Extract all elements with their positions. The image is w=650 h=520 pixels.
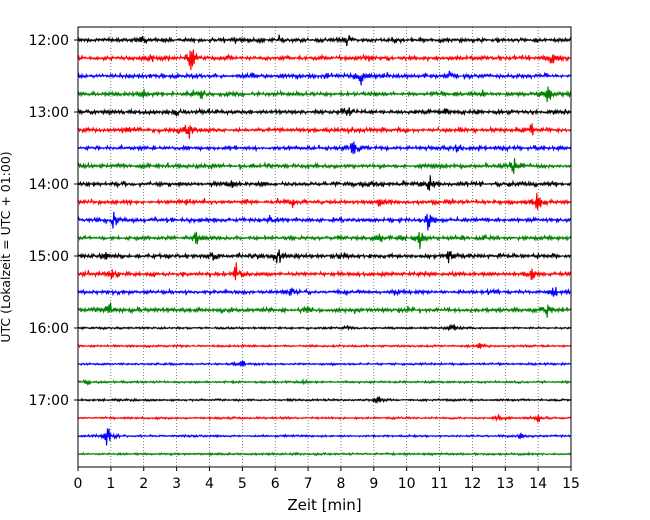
x-axis-ticks: 0 1 2 3 4 5 6 7 8 9 10 11 12 13 14 15: [74, 467, 580, 492]
trace-13:45: [77, 157, 572, 174]
trace-14:30: [77, 211, 572, 231]
x-tick-label: 10: [398, 476, 416, 492]
trace-17:45: [77, 451, 572, 457]
x-tick-label: 3: [172, 476, 181, 492]
trace-17:15: [77, 414, 572, 423]
x-tick-label: 14: [529, 476, 547, 492]
trace-14:45: [77, 231, 572, 250]
trace-12:00: [77, 34, 572, 47]
y-tick-label: 16:00: [29, 321, 69, 337]
trace-15:30: [77, 286, 572, 297]
trace-13:30: [77, 141, 572, 155]
trace-16:00: [77, 324, 572, 332]
y-tick-label: 14:00: [29, 177, 69, 193]
x-tick-label: 9: [369, 476, 378, 492]
trace-17:30: [77, 428, 572, 446]
x-tick-label: 6: [271, 476, 280, 492]
x-tick-label: 11: [431, 476, 449, 492]
trace-13:00: [77, 107, 572, 117]
y-tick-label: 17:00: [29, 393, 69, 409]
trace-12:30: [77, 70, 572, 86]
trace-14:00: [77, 175, 572, 191]
trace-13:15: [77, 123, 572, 139]
trace-16:15: [77, 342, 572, 349]
x-axis-label: Zeit [min]: [287, 496, 361, 514]
x-tick-label: 4: [205, 476, 214, 492]
y-tick-label: 13:00: [29, 105, 69, 121]
x-tick-label: 8: [336, 476, 345, 492]
trace-17:00: [77, 396, 572, 404]
y-axis-ticks: 12:00 13:00 14:00 15:00 16:00 17:00: [29, 33, 78, 409]
seismic-traces: [77, 34, 572, 457]
y-axis-label: UTC (Lokalzeit = UTC + 01:00): [0, 151, 13, 342]
x-tick-label: 1: [106, 476, 115, 492]
x-tick-label: 15: [562, 476, 580, 492]
trace-16:30: [77, 360, 572, 368]
trace-15:00: [77, 249, 572, 264]
trace-16:45: [77, 377, 572, 386]
y-tick-label: 12:00: [29, 33, 69, 49]
x-tick-label: 7: [304, 476, 313, 492]
x-tick-label: 13: [496, 476, 514, 492]
x-tick-label: 12: [463, 476, 481, 492]
trace-12:15: [77, 49, 572, 71]
x-tick-label: 2: [139, 476, 148, 492]
x-tick-label: 5: [238, 476, 247, 492]
plot-frame: [77, 26, 572, 468]
trace-14:15: [77, 192, 572, 210]
trace-15:45: [77, 302, 572, 318]
x-tick-label: 0: [74, 476, 83, 492]
y-tick-label: 15:00: [29, 249, 69, 265]
trace-12:45: [77, 86, 572, 103]
trace-15:15: [77, 262, 572, 281]
